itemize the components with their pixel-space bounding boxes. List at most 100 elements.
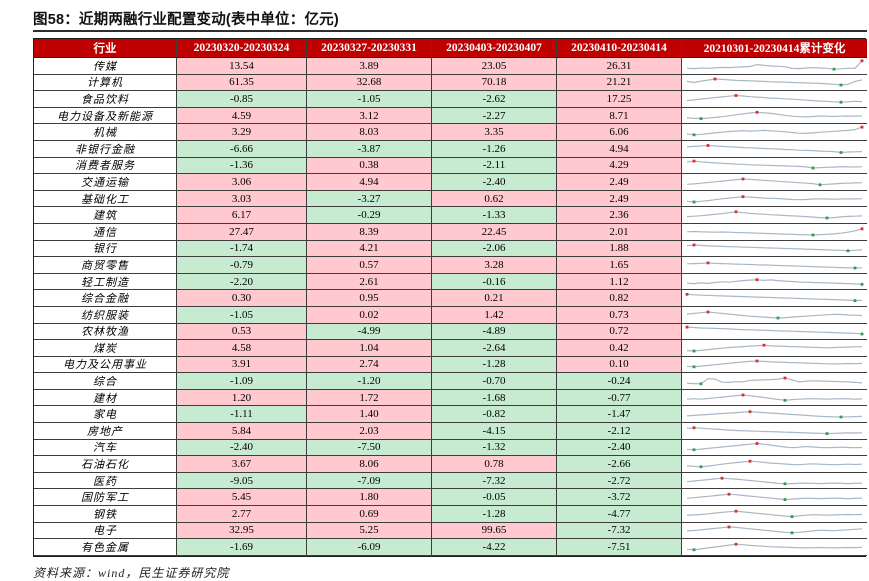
sparkline-chart [686,476,863,485]
sparkline-cell [682,273,867,291]
sparkline-chart [686,143,863,154]
value-cell: -1.09 [177,373,307,390]
value-cell: 2.49 [557,174,682,191]
value-cell: 4.59 [177,107,307,125]
sparkline-cell [682,406,867,424]
spark-high-marker [734,542,738,546]
spark-high-marker [706,310,710,314]
sparkline-cell [682,58,867,75]
spark-high-marker [713,77,717,81]
value-cell: -0.70 [432,373,557,390]
sparkline-cell [682,356,867,374]
value-cell: 0.57 [307,257,432,274]
spark-low-marker [692,548,696,552]
value-cell: 3.35 [432,124,557,141]
spark-low-marker [811,166,815,170]
spark-high-marker [720,476,724,480]
sparkline-cell [682,323,867,341]
industry-cell: 石油石化 [34,456,177,473]
value-cell: -9.05 [177,472,307,490]
industry-cell: 电力及公用事业 [34,356,177,374]
value-cell: 0.30 [177,290,307,307]
value-cell: 3.28 [432,257,557,274]
value-cell: -1.32 [432,439,557,457]
value-cell: 1.12 [557,273,682,291]
value-cell: 6.06 [557,124,682,141]
spark-low-marker [811,233,815,237]
value-cell: -2.06 [432,240,557,258]
value-cell: -2.20 [177,273,307,291]
value-cell: -2.64 [432,340,557,357]
sparkline-cell [682,373,867,390]
value-cell: 70.18 [432,74,557,92]
sparkline-cell [682,140,867,158]
industry-cell: 电力设备及新能源 [34,107,177,125]
sparkline-cell [682,472,867,490]
spark-low-marker [825,216,829,220]
value-cell: 2.77 [177,506,307,523]
spark-high-marker [860,227,864,230]
sparkline-cell [682,306,867,324]
spark-high-marker [706,261,710,265]
spark-high-marker [860,59,864,62]
value-cell: -4.22 [432,539,557,556]
value-cell: -2.40 [432,174,557,191]
value-cell: 22.45 [432,223,557,241]
value-cell: -0.82 [432,406,557,424]
sparkline-cell [682,439,867,457]
industry-cell: 汽车 [34,439,177,457]
value-cell: -0.24 [557,373,682,390]
value-cell: -7.32 [432,472,557,490]
sparkline-chart [686,110,863,120]
industry-cell: 综合金融 [34,290,177,307]
value-cell: -2.11 [432,157,557,175]
value-cell: -7.50 [307,439,432,457]
value-cell: 8.39 [307,223,432,241]
industry-cell: 建筑 [34,207,177,224]
sparkline-cell [682,522,867,540]
spark-high-marker [734,509,738,513]
value-cell: 0.53 [177,323,307,341]
value-cell: 0.78 [432,456,557,473]
value-cell: 27.47 [177,223,307,241]
sparkline-chart [686,343,863,353]
spark-low-marker [839,100,843,104]
value-cell: -2.40 [557,439,682,457]
spark-low-marker [853,299,857,303]
value-cell: 4.94 [557,140,682,158]
sparkline-cell [682,223,867,241]
value-cell: 1.40 [307,406,432,424]
sparkline-chart [686,77,863,87]
value-cell: 2.74 [307,356,432,374]
value-cell: -7.09 [307,472,432,490]
sparkline-cell [682,207,867,224]
value-cell: 1.88 [557,240,682,258]
sparkline-cell [682,174,867,191]
spark-low-marker [699,465,703,469]
sparkline-chart [686,410,863,419]
value-cell: 32.95 [177,522,307,540]
industry-cell: 基础化工 [34,190,177,208]
value-cell: 61.35 [177,74,307,92]
spark-low-marker [846,249,850,253]
sparkline-chart [685,325,864,336]
spark-high-marker [734,94,738,97]
industry-cell: 机械 [34,124,177,141]
value-cell: -1.47 [557,406,682,424]
value-cell: 8.71 [557,107,682,125]
sparkline-chart [686,94,863,104]
industry-cell: 农林牧渔 [34,323,177,341]
sparkline-cell [682,290,867,307]
sparkline-cell [682,157,867,175]
spark-high-marker [755,277,759,281]
industry-cell: 煤炭 [34,340,177,357]
value-cell: 0.72 [557,323,682,341]
value-cell: 1.80 [307,489,432,507]
sparkline-chart [686,125,864,137]
value-cell: -4.15 [432,423,557,440]
industry-cell: 家电 [34,406,177,424]
sparkline-chart [686,227,864,237]
value-cell: -0.77 [557,389,682,407]
spark-high-marker [860,125,864,129]
value-cell: -1.20 [307,373,432,390]
